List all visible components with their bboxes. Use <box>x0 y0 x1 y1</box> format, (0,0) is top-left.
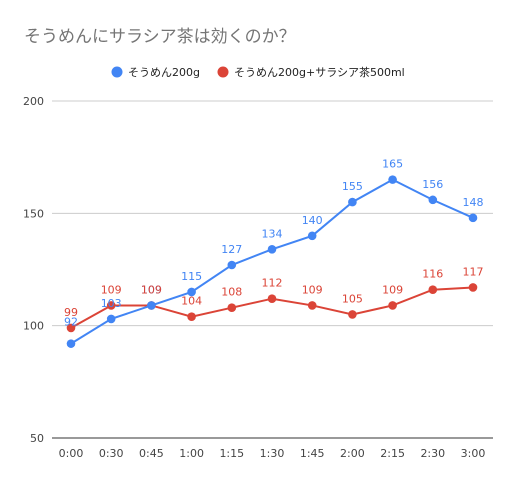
data-label: 104 <box>181 295 202 308</box>
series-group <box>66 175 478 348</box>
data-point <box>468 283 478 292</box>
y-tick-label: 200 <box>23 95 44 108</box>
data-point <box>307 231 317 241</box>
data-label: 148 <box>463 196 484 209</box>
data-label: 109 <box>141 283 162 296</box>
chart-title: そうめんにサラシア茶は効くのか？ <box>24 27 296 47</box>
data-point <box>227 260 237 270</box>
y-tick-label: 100 <box>23 320 44 333</box>
data-label: 155 <box>342 180 363 193</box>
data-label: 112 <box>262 277 283 290</box>
data-point <box>348 197 357 207</box>
y-tick-label: 150 <box>23 207 44 220</box>
legend-label: そうめん200g+サラシア茶500ml <box>234 66 405 79</box>
data-point <box>388 301 397 310</box>
data-point <box>66 339 76 348</box>
series-line <box>70 178 474 345</box>
legend-marker <box>111 66 123 78</box>
x-tick-label: 0:45 <box>139 447 164 460</box>
x-tick-label: 1:00 <box>179 447 204 460</box>
series-line <box>70 286 474 329</box>
data-point <box>428 285 438 295</box>
legend: そうめん200g そうめん200g+サラシア茶500ml <box>111 66 405 79</box>
data-label: 165 <box>382 158 403 171</box>
data-point <box>187 312 196 321</box>
data-label: 109 <box>141 283 162 296</box>
data-point <box>66 323 76 333</box>
x-tick-label: 0:00 <box>59 447 84 460</box>
data-label: 134 <box>262 227 283 240</box>
x-tick-label: 1:45 <box>300 447 325 460</box>
data-label: 109 <box>101 283 122 296</box>
data-label: 105 <box>342 292 363 305</box>
data-point <box>106 301 116 310</box>
data-point <box>468 213 478 223</box>
legend-label: そうめん200g <box>128 66 200 79</box>
x-tick-label: 1:15 <box>219 447 244 460</box>
x-tick-label: 2:00 <box>340 447 365 460</box>
data-point <box>307 301 317 310</box>
x-tick-label: 0:30 <box>99 447 124 460</box>
x-tick-label: 2:30 <box>420 447 445 460</box>
data-point <box>147 301 156 310</box>
data-point <box>267 244 277 254</box>
data-point <box>348 310 357 319</box>
y-axis-ticks: 200 150 100 50 <box>23 95 44 445</box>
data-label: 156 <box>422 178 443 191</box>
data-label: 117 <box>463 265 484 278</box>
data-label: 109 <box>382 283 403 296</box>
x-tick-label: 1:30 <box>260 447 285 460</box>
grid-lines <box>52 100 493 439</box>
data-label: 92 <box>64 316 78 329</box>
data-point <box>267 294 277 304</box>
data-label: 127 <box>221 243 242 256</box>
data-point <box>187 287 196 297</box>
data-point <box>428 195 438 205</box>
data-label: 115 <box>181 270 202 283</box>
data-label: 140 <box>302 214 323 227</box>
x-tick-label: 3:00 <box>461 447 486 460</box>
data-point <box>227 303 237 312</box>
data-label: 103 <box>101 297 122 310</box>
data-point <box>388 175 397 184</box>
data-point <box>106 314 116 324</box>
data-label: 99 <box>64 306 78 319</box>
data-label: 116 <box>422 268 443 281</box>
data-label: 109 <box>302 283 323 296</box>
data-label: 108 <box>221 286 242 299</box>
x-tick-label: 2:15 <box>380 447 405 460</box>
x-axis-ticks: 0:00 0:30 0:45 1:00 1:15 1:30 1:45 2:00 2:15 2:30… <box>59 447 486 460</box>
legend-marker <box>217 66 229 78</box>
y-tick-label: 50 <box>30 432 44 445</box>
